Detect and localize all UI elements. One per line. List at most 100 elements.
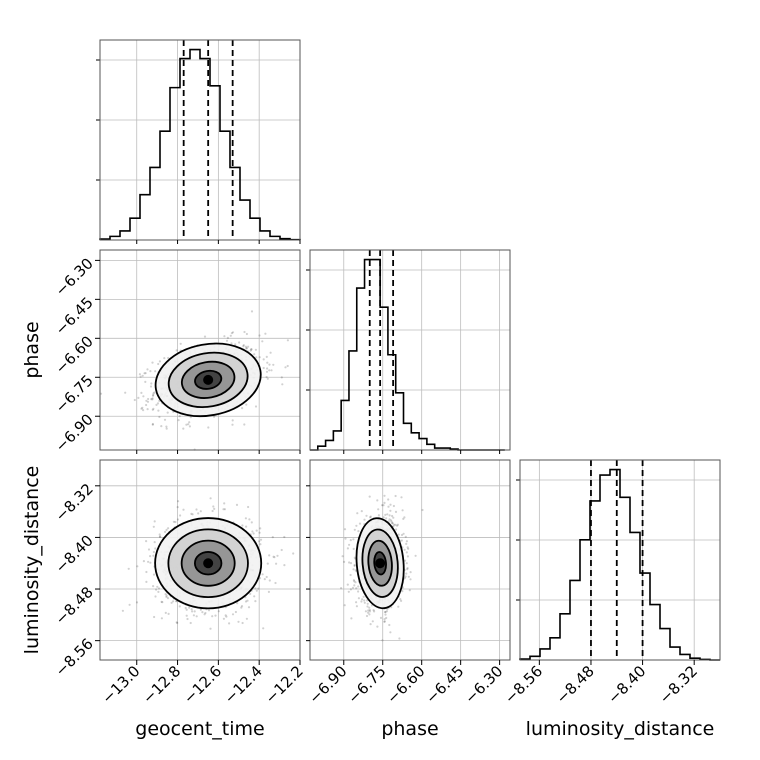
scatter-point [366,599,369,602]
scatter-point [138,373,141,376]
scatter-point [265,355,268,358]
scatter-point [368,610,371,613]
scatter-point [268,369,271,372]
scatter-point [141,406,144,409]
scatter-point [368,608,371,612]
y-axis-label-luminosity-distance: luminosity_distance [21,466,43,655]
scatter-point [351,586,355,589]
histogram-geocent-time [99,48,301,241]
scatter-point [273,556,276,559]
scatter-point [157,409,160,412]
scatter-point [389,519,392,522]
scatter-point [228,622,231,625]
scatter-point [222,617,225,620]
scatter-point [405,562,408,565]
scatter-point [253,353,256,356]
scatter-point [214,614,217,617]
scatter-point [152,392,155,395]
scatter-point [381,504,384,507]
scatter-point [150,382,153,385]
density-peak [203,374,214,385]
scatter-point [172,600,175,603]
scatter-point [353,556,356,559]
panel-frame-luminosity-distance [519,459,721,661]
scatter-point [234,343,237,346]
scatter-point [178,415,181,418]
scatter-point [284,366,287,369]
scatter-point [151,408,154,411]
y-tick-label-phase: −6.75 [52,371,97,416]
scatter-point [154,547,157,550]
x-tick-label-luminosity-distance: −8.48 [553,662,598,707]
scatter-point [388,514,391,517]
scatter-point [153,541,156,544]
scatter-point [244,517,247,520]
scatter-point [147,397,150,401]
scatter-point [182,508,185,511]
scatter-point [151,361,154,364]
scatter-point [258,356,261,359]
scatter-point [366,602,369,605]
scatter-point [354,569,357,572]
scatter-point [213,415,216,418]
scatter-point [190,512,193,516]
scatter-point [400,496,403,499]
scatter-point [254,405,258,408]
x-tick-label-geocent-time: −12.4 [221,662,266,707]
scatter-point [369,516,372,519]
contour-level-3 [193,551,223,576]
scatter-point [406,567,409,570]
scatter-point [238,341,241,344]
scatter-point [152,393,155,396]
scatter-point [241,407,244,410]
x-axis-label-phase: phase [381,718,438,740]
scatter-point [259,538,263,541]
scatter-point [237,620,240,623]
scatter-point [254,600,257,603]
scatter-point [242,345,245,348]
scatter-point [156,585,159,588]
scatter-point [155,403,158,406]
scatter-point [236,602,239,605]
scatter-point [250,348,253,351]
scatter-point [395,528,398,531]
scatter-point [257,587,260,590]
scatter-point [142,560,145,563]
scatter-point [224,614,227,617]
scatter-point [393,523,396,526]
scatter-point [400,533,404,537]
scatter-point [147,560,150,563]
scatter-point [249,592,252,596]
scatter-point [390,520,393,523]
scatter-point [195,508,198,511]
scatter-point [394,523,397,527]
scatter-point [154,595,157,598]
scatter-point [151,397,154,400]
scatter-point [384,611,387,614]
density-peak [203,558,214,569]
scatter-point [157,590,160,594]
scatter-point [384,613,387,616]
scatter-point [225,339,229,342]
scatter-point [245,525,248,528]
scatter-point [128,603,131,606]
scatter-point [352,547,355,551]
scatter-point [401,590,404,593]
scatter-point [161,601,164,604]
x-tick-label-geocent-time: −12.2 [262,662,307,707]
scatter-point [348,561,351,564]
x-tick-label-geocent-time: −12.8 [139,662,184,707]
scatter-point [356,512,359,515]
scatter-point [240,605,244,608]
scatter-point [231,331,235,334]
scatter-point [266,377,269,380]
scatter-point [164,530,167,534]
scatter-point [167,612,170,616]
scatter-point [355,524,358,527]
scatter-point [259,543,262,546]
scatter-point [389,509,392,512]
scatter-point [368,606,371,609]
scatter-point [406,546,409,549]
scatter-point [155,588,158,591]
panel-frame-phase-vs-luminosity-distance [309,459,511,661]
